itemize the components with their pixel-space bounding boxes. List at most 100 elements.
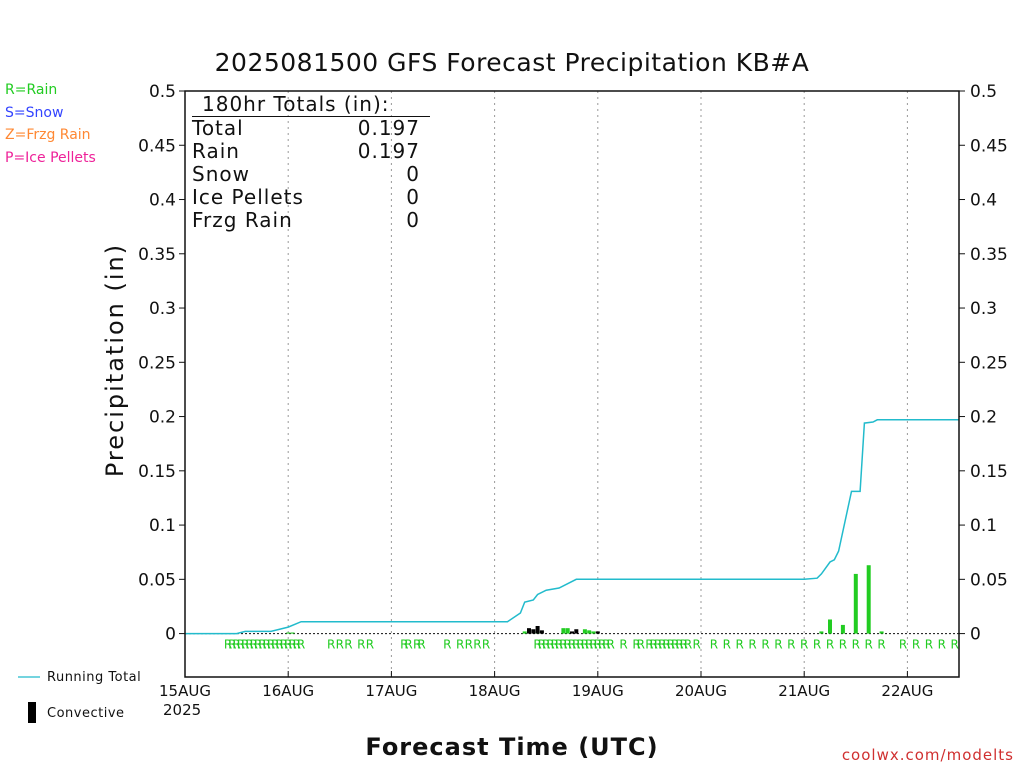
legend-snow: S=Snow xyxy=(5,105,64,121)
x-tick-label: 16AUG xyxy=(262,682,314,700)
rain-type-marker: R xyxy=(533,638,541,652)
rain-bar xyxy=(828,619,832,634)
y-tick-label-right: 0.25 xyxy=(970,353,1008,373)
rain-type-marker: R xyxy=(693,638,701,652)
rain-type-marker: R xyxy=(585,638,593,652)
rain-bar xyxy=(853,573,858,634)
totals-row: Frzg Rain 0 xyxy=(192,209,420,232)
rain-type-marker: R xyxy=(748,638,756,652)
rain-type-marker: R xyxy=(877,638,885,652)
x-tick-label: 18AUG xyxy=(469,682,521,700)
rain-bar xyxy=(565,628,570,634)
convective-bar xyxy=(531,629,536,634)
rain-type-marker: R xyxy=(258,638,266,652)
credit-link[interactable]: coolwx.com/modelts xyxy=(841,746,1014,764)
rain-bar xyxy=(879,631,884,634)
rain-type-marker: R xyxy=(538,638,546,652)
convective-bar xyxy=(570,631,574,634)
totals-row: Ice Pellets 0 xyxy=(192,186,420,209)
totals-row: Rain 0.197 xyxy=(192,140,420,163)
y-tick-label-right: 0.1 xyxy=(970,516,997,536)
rain-type-marker: R xyxy=(667,638,675,652)
rain-type-marker: R xyxy=(839,638,847,652)
y-tick-label-left: 0.05 xyxy=(138,570,176,590)
rain-bar xyxy=(866,565,871,634)
rain-type-marker: R xyxy=(761,638,769,652)
legend-ice-pellets: P=Ice Pellets xyxy=(5,150,96,166)
rain-type-marker: R xyxy=(228,638,236,652)
rain-type-marker: R xyxy=(456,638,464,652)
y-tick-label-right: 0.4 xyxy=(970,191,997,211)
rain-type-marker: R xyxy=(271,638,279,652)
rain-type-marker: R xyxy=(482,638,490,652)
rain-type-marker: R xyxy=(865,638,873,652)
y-axis-label: Precipitation (in) xyxy=(101,242,129,478)
rain-type-marker: R xyxy=(594,638,602,652)
x-tick-label: 17AUG xyxy=(365,682,417,700)
y-tick-label-left: 0.3 xyxy=(149,299,176,319)
precipitation-bars xyxy=(286,565,884,634)
rain-bar xyxy=(591,631,596,634)
rain-type-marker: R xyxy=(650,638,658,652)
rain-type-marker: R xyxy=(241,638,249,652)
totals-label: Ice Pellets xyxy=(192,185,304,209)
y-tick-label-right: 0.3 xyxy=(970,299,997,319)
x-tick-label: 20AUG xyxy=(675,682,727,700)
rain-type-marker: R xyxy=(546,638,554,652)
rain-bar xyxy=(582,629,587,634)
convective-bar xyxy=(527,628,531,634)
convective-legend-swatch xyxy=(28,702,36,723)
running-total-legend-label: Running Total xyxy=(47,670,142,685)
rain-type-marker: R xyxy=(572,638,580,652)
rain-type-marker: R xyxy=(787,638,795,652)
x-tick-label: 19AUG xyxy=(572,682,624,700)
totals-value: 0 xyxy=(406,162,420,186)
rain-type-marker: R xyxy=(417,638,425,652)
rain-type-marker: R xyxy=(267,638,275,652)
x-tick-label: 22AUG xyxy=(881,682,933,700)
x-axis-label: Forecast Time (UTC) xyxy=(365,733,659,761)
convective-bar xyxy=(595,631,600,634)
rain-type-marker: R xyxy=(232,638,240,652)
y-tick-label-left: 0.15 xyxy=(138,462,176,482)
rain-type-marker: R xyxy=(736,638,744,652)
totals-value: 0 xyxy=(406,185,420,209)
convective-legend-label: Convective xyxy=(47,706,125,721)
rain-type-marker: R xyxy=(400,638,408,652)
y-tick-label-right: 0.5 xyxy=(970,82,997,102)
rain-type-marker: R xyxy=(237,638,245,652)
convective-bar xyxy=(574,629,579,634)
plot-frame xyxy=(184,90,960,678)
totals-label: Frzg Rain xyxy=(192,208,293,232)
rain-type-marker: R xyxy=(602,638,610,652)
rain-type-marker: R xyxy=(336,638,344,652)
y-tick-label-left: 0.5 xyxy=(149,82,176,102)
rain-type-marker: R xyxy=(551,638,559,652)
rain-type-marker: R xyxy=(662,638,670,652)
rain-type-marker: R xyxy=(263,638,271,652)
rain-type-marker: R xyxy=(404,638,412,652)
running-total-line xyxy=(185,419,959,635)
rain-type-marker: R xyxy=(280,638,288,652)
rain-type-marker: R xyxy=(710,638,718,652)
rain-type-marker: R xyxy=(542,638,550,652)
y-tick-label-left: 0.2 xyxy=(149,408,176,428)
rain-type-marker: R xyxy=(473,638,481,652)
rain-type-marker: R xyxy=(899,638,907,652)
rain-type-marker: R xyxy=(800,638,808,652)
rain-type-marker: R xyxy=(723,638,731,652)
rain-type-marker: R xyxy=(684,638,692,652)
rain-type-marker: R xyxy=(658,638,666,652)
rain-bar xyxy=(522,631,527,634)
rain-bar xyxy=(840,624,845,634)
y-tick-label-right: 0.2 xyxy=(970,408,997,428)
y-tick-label-right: 0.05 xyxy=(970,570,1008,590)
rain-type-marker: R xyxy=(224,638,232,652)
rain-type-marker: R xyxy=(250,638,258,652)
convective-bar xyxy=(535,625,540,634)
rain-type-marker: R xyxy=(275,638,283,652)
rain-type-marker: R xyxy=(619,638,627,652)
rain-type-marker: R xyxy=(938,638,946,652)
legend-freezing-rain: Z=Frzg Rain xyxy=(5,127,91,143)
